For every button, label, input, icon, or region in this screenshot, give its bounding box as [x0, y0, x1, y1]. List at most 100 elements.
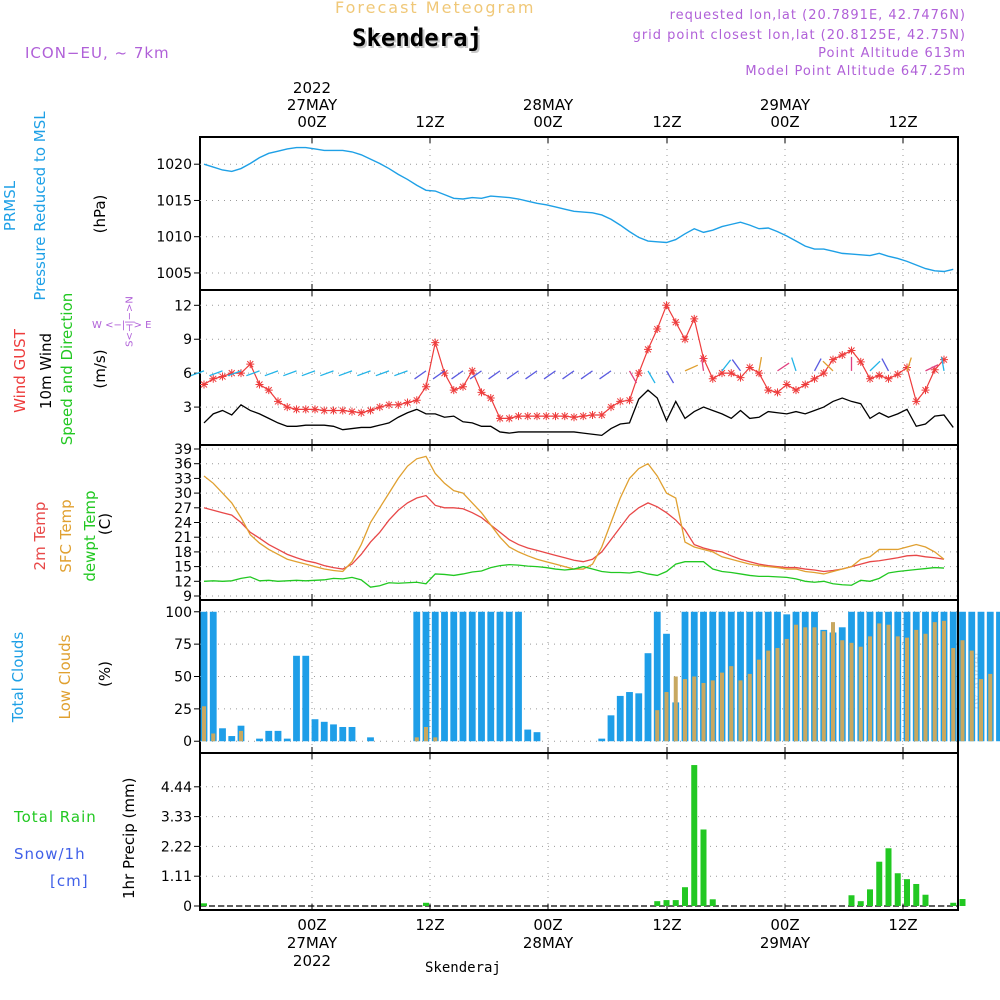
gust-marker: [292, 405, 301, 414]
low-cloud-bar: [738, 680, 743, 742]
gust-marker: [625, 396, 634, 405]
total-cloud-bar: [293, 655, 300, 742]
total-cloud-bar: [533, 732, 541, 742]
rain-bar: [709, 899, 716, 906]
gust-marker: [699, 354, 708, 363]
wind-arrow: [580, 370, 593, 380]
low-cloud-bar: [766, 650, 771, 742]
total-cloud-bar: [598, 738, 606, 742]
y-tick-label: 4.44: [161, 780, 192, 796]
gust-marker: [385, 400, 393, 409]
total-cloud-bar: [524, 729, 532, 742]
wind-arrow: [488, 370, 501, 380]
total-cloud-bar: [505, 611, 513, 742]
y-tick-label: 12: [174, 574, 192, 590]
total-cloud-bar: [441, 611, 448, 742]
y-tick-label: 36: [174, 457, 192, 473]
rain-bar: [663, 900, 670, 906]
wind-arrow: [375, 370, 390, 377]
wind-arrow: [190, 370, 205, 377]
wind-arrow: [647, 370, 656, 384]
total-cloud-bar: [320, 721, 328, 742]
rain-bar: [922, 894, 929, 906]
bottom-hour-label: 12Z: [888, 916, 917, 934]
gust-marker: [283, 403, 292, 412]
y-tick-label: 24: [174, 516, 192, 532]
wind-arrow: [869, 360, 881, 372]
gust-marker: [930, 365, 939, 374]
wind-arrow: [414, 370, 427, 380]
rain-bar: [201, 903, 207, 906]
gust-marker: [311, 405, 319, 414]
y-tick-label: 1010: [156, 230, 192, 246]
total-cloud-bar: [635, 693, 643, 742]
wind-arrow: [881, 358, 890, 372]
wind-arrow: [451, 370, 464, 380]
top-hour-label: 00Z: [297, 113, 326, 131]
wind-arrow: [469, 370, 482, 380]
total-cloud-bar: [663, 633, 670, 742]
gust-marker: [773, 388, 782, 397]
low-cloud-bar: [960, 640, 965, 742]
panel-frame: [199, 752, 959, 911]
total-cloud-bar: [459, 611, 467, 742]
low-cloud-bar: [729, 666, 734, 742]
y-tick-label: 75: [174, 637, 192, 653]
gust-marker: [810, 374, 819, 383]
rain-bar: [885, 848, 892, 906]
rain-bar: [904, 879, 910, 906]
total-cloud-bar: [209, 611, 217, 742]
wind-arrow: [700, 356, 705, 371]
total-cloud-bar: [302, 655, 310, 742]
product-title: Forecast Meteogram: [335, 0, 536, 17]
gust-marker: [440, 369, 449, 378]
panel-frame: [199, 136, 959, 291]
wind-arrow: [925, 364, 939, 372]
gust-marker: [449, 386, 458, 395]
requested-coords: requested lon,lat (20.7891E, 42.7476N): [669, 8, 966, 23]
gust-marker: [727, 369, 736, 378]
y-tick-label: 3.33: [161, 810, 192, 826]
total-cloud-bar: [700, 611, 707, 742]
total-cloud-bar: [330, 724, 337, 742]
wind-arrow: [665, 370, 675, 384]
total-cloud-bar: [311, 719, 319, 742]
low-cloud-bar: [211, 733, 216, 742]
gust-marker: [847, 346, 856, 355]
low-cloud-bar: [710, 680, 715, 742]
y-tick-label: 100: [165, 605, 192, 621]
gust-marker: [588, 410, 597, 419]
low-cloud-bar: [951, 648, 956, 742]
gust-marker: [718, 369, 726, 378]
total-cloud-bar: [256, 738, 263, 742]
gust-marker: [237, 369, 245, 378]
low-cloud-bar: [784, 638, 789, 742]
low-cloud-bar: [673, 676, 678, 742]
low-cloud-bar: [747, 673, 752, 742]
low-cloud-bar: [720, 672, 724, 742]
wind-arrow: [301, 370, 316, 377]
rain-bar: [876, 861, 883, 906]
panel-frame: [199, 289, 959, 446]
gust-marker: [533, 412, 541, 421]
low-cloud-bar: [831, 622, 835, 742]
grid-point-coords: grid point closest lon,lat (20.8125E, 42…: [632, 28, 966, 43]
gust-marker: [403, 398, 412, 407]
total-cloud-bar: [431, 611, 439, 742]
bottom-hour-label: 00Z: [297, 916, 326, 934]
gust-marker: [708, 374, 717, 383]
gust-marker: [523, 412, 532, 421]
snow-unit: [cm]: [50, 872, 89, 890]
low-cloud-bar: [664, 692, 669, 742]
low-cloud-bar: [840, 640, 845, 742]
wind-arrow: [227, 370, 242, 377]
low-cloud-bar: [757, 659, 761, 742]
total-cloud-bar: [413, 611, 421, 742]
gust-marker: [486, 394, 495, 403]
bottom-hour-label: 12Z: [415, 916, 444, 934]
low-cloud-bar: [655, 710, 660, 742]
low-cloud-bar: [905, 637, 909, 742]
gust-marker: [856, 357, 865, 366]
low-cloud-bar: [821, 631, 826, 742]
